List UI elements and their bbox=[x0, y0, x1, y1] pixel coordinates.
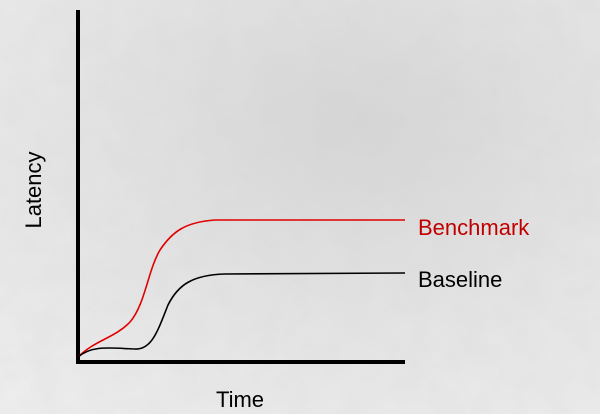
y-axis-label: Latency bbox=[21, 151, 46, 228]
x-axis-label: Time bbox=[216, 387, 264, 412]
page: Benchmark Baseline Latency Time (() => {… bbox=[0, 0, 600, 414]
series-label: Baseline bbox=[418, 267, 502, 292]
background-texture bbox=[0, 0, 600, 414]
diagram: Benchmark Baseline Latency Time bbox=[0, 0, 600, 414]
series-label: Benchmark bbox=[418, 215, 530, 240]
